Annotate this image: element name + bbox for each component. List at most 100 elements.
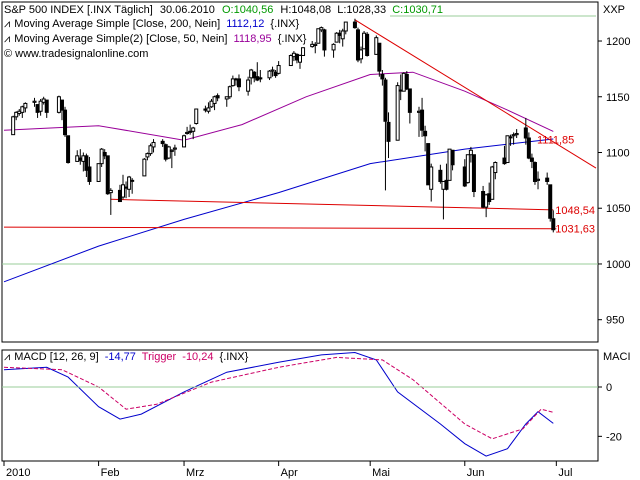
macd-panel-frame	[1, 349, 599, 462]
candle-23	[108, 188, 113, 215]
trend-line-0	[354, 19, 597, 169]
time-label-0: 2010	[6, 467, 30, 479]
header-line: S&P 500 INDEX [.INX Täglich] 30.06.2010 …	[4, 4, 443, 16]
candle-55	[252, 71, 257, 83]
copyright-text: © www.tradesignalonline.com	[4, 48, 148, 60]
trend-line-2	[3, 226, 557, 230]
candle-19	[96, 163, 101, 182]
candle-68	[313, 42, 318, 54]
candle-72	[331, 43, 336, 58]
candle-93	[420, 97, 425, 137]
candle-84	[380, 70, 385, 86]
candle-7	[38, 98, 43, 116]
value-labels: 1111,85 1048,54 1031,63	[537, 134, 595, 235]
ma200-icon: ⩘	[4, 18, 10, 30]
candle-114	[511, 132, 516, 145]
trend-lines	[3, 19, 597, 230]
candle-22	[105, 155, 110, 195]
macd-tick-label-1: -20	[606, 431, 622, 443]
candle-123	[551, 210, 556, 233]
price-tick-label-2: 1050	[606, 203, 630, 215]
macd-tick-label-0: 0	[606, 382, 612, 394]
ma200-suffix: {.INX}	[270, 18, 299, 30]
time-label-5: Jun	[467, 467, 485, 479]
candle-96	[429, 163, 434, 202]
candle-34	[163, 143, 168, 162]
candle-70	[319, 26, 324, 33]
candle-77	[352, 18, 357, 29]
candle-79	[359, 46, 364, 64]
candle-48	[224, 96, 229, 107]
candle-20	[99, 148, 104, 167]
candle-59	[270, 66, 275, 77]
candle-110	[493, 161, 498, 180]
header-date: 30.06.2010	[160, 4, 215, 16]
candle-94	[423, 125, 428, 152]
candle-36	[169, 149, 174, 169]
candle-69	[316, 28, 321, 44]
candle-44	[206, 102, 211, 114]
time-axis: 2010 Feb Mrz Apr Mai Jun Jul	[3, 461, 572, 479]
value-label-0: 1111,85	[537, 134, 574, 146]
candle-115	[514, 129, 519, 138]
candle-21	[102, 149, 107, 160]
candle-66	[301, 47, 306, 57]
candle-117	[526, 132, 531, 160]
candle-9	[44, 99, 49, 118]
candle-13	[66, 135, 71, 164]
time-label-6: Jul	[558, 467, 572, 479]
price-tick-label-4: 1150	[606, 92, 630, 104]
legend-ma50: ⩘ Moving Average Simple(2) [Close, 50, N…	[4, 33, 307, 45]
header-high: H:1048,08	[280, 4, 331, 16]
candle-3	[20, 105, 25, 118]
candle-75	[340, 28, 345, 47]
candle-1	[14, 111, 19, 121]
candle-27	[127, 175, 132, 198]
candle-5	[32, 97, 37, 107]
price-axis-title: XXP	[603, 4, 625, 16]
candle-122	[548, 184, 553, 222]
macd-series-1	[3, 356, 554, 440]
candle-104	[468, 146, 473, 163]
candle-17	[84, 153, 89, 178]
price-tick-label-1: 1000	[606, 259, 630, 271]
candle-45	[209, 98, 214, 108]
candle-32	[151, 139, 156, 153]
candle-57	[258, 70, 263, 83]
candle-112	[505, 135, 510, 164]
candle-86	[386, 112, 391, 159]
candle-4	[23, 102, 28, 113]
macd-lines	[3, 351, 554, 457]
value-label-2: 1031,63	[555, 224, 595, 236]
candle-113	[508, 134, 513, 146]
candle-11	[59, 99, 64, 121]
candle-80	[362, 30, 367, 50]
candle-95	[426, 143, 431, 186]
ma50-label: Moving Average Simple(2) [Close, 50, Nei…	[14, 33, 227, 45]
macd-trigger-label: Trigger	[142, 351, 177, 363]
time-label-2: Mrz	[186, 467, 204, 479]
candle-53	[246, 76, 251, 96]
candle-12	[63, 106, 68, 137]
candle-105	[471, 154, 476, 198]
candlesticks	[11, 18, 556, 233]
candle-29	[142, 158, 147, 177]
candle-33	[160, 139, 165, 147]
candle-101	[450, 149, 455, 171]
candle-52	[236, 74, 241, 92]
candle-35	[166, 145, 171, 160]
candle-118	[529, 153, 534, 169]
ma200-value: 1112,12	[226, 18, 264, 30]
price-tick-label-3: 1100	[606, 147, 630, 159]
candle-31	[148, 143, 153, 156]
candle-62	[288, 54, 293, 67]
candle-60	[273, 70, 278, 78]
candle-30	[145, 152, 150, 161]
candle-91	[407, 88, 412, 124]
macd-series-0	[3, 351, 554, 457]
candle-89	[401, 72, 406, 92]
candle-78	[355, 27, 360, 63]
candle-71	[322, 28, 327, 57]
candle-81	[365, 32, 370, 57]
